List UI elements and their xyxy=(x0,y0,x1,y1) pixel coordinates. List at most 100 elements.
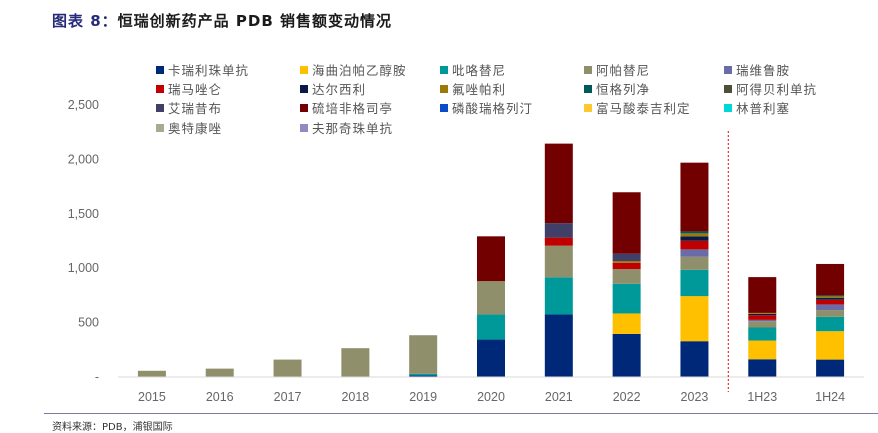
y-tick-label: 2,000 xyxy=(68,152,99,166)
legend-item: 奥特康唑 xyxy=(156,118,222,137)
x-tick-label: 2017 xyxy=(274,390,302,404)
legend-label: 阿得贝利单抗 xyxy=(736,82,818,97)
bar-segment xyxy=(544,237,573,246)
bar-segment xyxy=(748,277,777,313)
bar-segment xyxy=(544,277,573,315)
bar-segment xyxy=(680,240,709,250)
legend-swatch xyxy=(584,84,592,93)
footer-divider xyxy=(44,413,878,414)
legend-swatch xyxy=(300,84,308,93)
legend-label: 恒格列净 xyxy=(596,82,651,97)
bar-segment xyxy=(748,340,777,360)
legend-swatch xyxy=(440,84,448,93)
x-tick-label: 2015 xyxy=(138,390,166,404)
x-tick-label: 1H24 xyxy=(815,390,845,404)
legend-swatch xyxy=(440,103,448,112)
legend-swatch xyxy=(300,103,308,112)
bar-segment xyxy=(816,359,845,377)
bar-stack-2017 xyxy=(273,359,302,377)
legend-swatch xyxy=(300,123,308,132)
bar-stack-2022 xyxy=(612,192,641,377)
bar-segment xyxy=(544,245,573,278)
legend-swatch xyxy=(156,123,164,132)
bar-segment xyxy=(477,339,505,377)
bar-segment xyxy=(680,341,709,377)
bar-segment xyxy=(612,253,641,262)
bar-segment xyxy=(544,314,573,377)
legend-label: 夫那奇珠单抗 xyxy=(312,121,394,136)
bar-segment xyxy=(748,321,777,328)
legend-item: 卡瑞利珠单抗 xyxy=(156,60,249,79)
bar-segment xyxy=(544,143,573,224)
x-tick-label: 1H23 xyxy=(747,390,777,404)
bar-segment xyxy=(748,312,777,314)
bar-segment xyxy=(816,298,845,300)
source-note: 资料来源：PDB，浦银国际 xyxy=(52,422,173,433)
legend-label: 艾瑞昔布 xyxy=(168,101,223,116)
bar-segment xyxy=(680,269,709,297)
legend-item: 硫培非格司亭 xyxy=(300,98,393,117)
bar-segment xyxy=(612,283,641,314)
x-axis: 2015 2016 2017 2018 2019 2020 2021 2022 2023 1H23… xyxy=(138,390,845,404)
bar-stack-2023 xyxy=(680,162,709,377)
bar-segment xyxy=(680,296,709,342)
bar-segment xyxy=(409,375,438,377)
legend-swatch xyxy=(156,84,164,93)
legend-label: 瑞马唑仑 xyxy=(168,82,223,97)
legend-label: 硫培非格司亭 xyxy=(312,101,394,116)
bar-segment xyxy=(816,310,845,317)
x-tick-label: 2021 xyxy=(545,390,573,404)
x-tick-label: 2016 xyxy=(206,390,234,404)
bar-segment xyxy=(477,314,505,340)
legend-item: 吡咯替尼 xyxy=(440,60,506,79)
bars xyxy=(137,143,845,377)
x-tick-label: 2022 xyxy=(613,390,641,404)
bar-segment xyxy=(816,299,845,305)
figure-label: 图表 8： xyxy=(52,12,118,30)
y-tick-label: 1,500 xyxy=(68,207,99,221)
bar-segment xyxy=(409,373,438,376)
bar-segment xyxy=(409,335,438,374)
bar-segment xyxy=(680,231,709,234)
bar-segment xyxy=(477,281,505,315)
bar-segment xyxy=(680,256,709,270)
legend-item: 夫那奇珠单抗 xyxy=(300,118,393,137)
bar-segment xyxy=(612,269,641,284)
bar-segment xyxy=(477,236,505,282)
bar-segment xyxy=(748,313,777,316)
bar-segment xyxy=(816,304,845,311)
bar-segment xyxy=(612,262,641,270)
bar-segment xyxy=(273,359,302,377)
bar-segment xyxy=(748,359,777,377)
bar-stack-2019 xyxy=(409,335,438,377)
legend-item: 阿帕替尼 xyxy=(584,60,650,79)
bar-segment xyxy=(748,315,777,320)
legend-item: 磷酸瑞格列汀 xyxy=(440,98,533,117)
bar-segment xyxy=(680,162,709,232)
legend-label: 瑞维鲁胺 xyxy=(736,63,791,78)
bar-segment xyxy=(205,368,234,377)
bar-stack-2015 xyxy=(137,370,166,377)
bar-segment xyxy=(816,263,845,296)
bar-segment xyxy=(816,295,845,297)
legend-item: 林普利塞 xyxy=(724,98,790,117)
bar-segment xyxy=(748,319,777,322)
legend-item: 艾瑞昔布 xyxy=(156,98,222,117)
y-tick-label: 2,500 xyxy=(68,98,99,112)
bar-stack-2016 xyxy=(205,368,234,377)
legend-swatch xyxy=(156,65,164,74)
bar-segment xyxy=(680,233,709,237)
legend-swatch xyxy=(156,103,164,112)
legend-item: 瑞维鲁胺 xyxy=(724,60,790,79)
legend-item: 恒格列净 xyxy=(584,79,650,98)
y-axis: - 500 1,000 1,500 2,000 2,500 xyxy=(68,98,99,384)
bar-segment xyxy=(612,261,641,263)
legend-label: 富马酸泰吉利定 xyxy=(596,101,691,116)
legend-swatch xyxy=(584,65,592,74)
bar-segment xyxy=(816,296,845,299)
legend-swatch xyxy=(724,84,732,93)
legend-label: 吡咯替尼 xyxy=(452,63,507,78)
bar-stack-1H23 xyxy=(748,277,777,377)
bar-segment xyxy=(816,316,845,332)
